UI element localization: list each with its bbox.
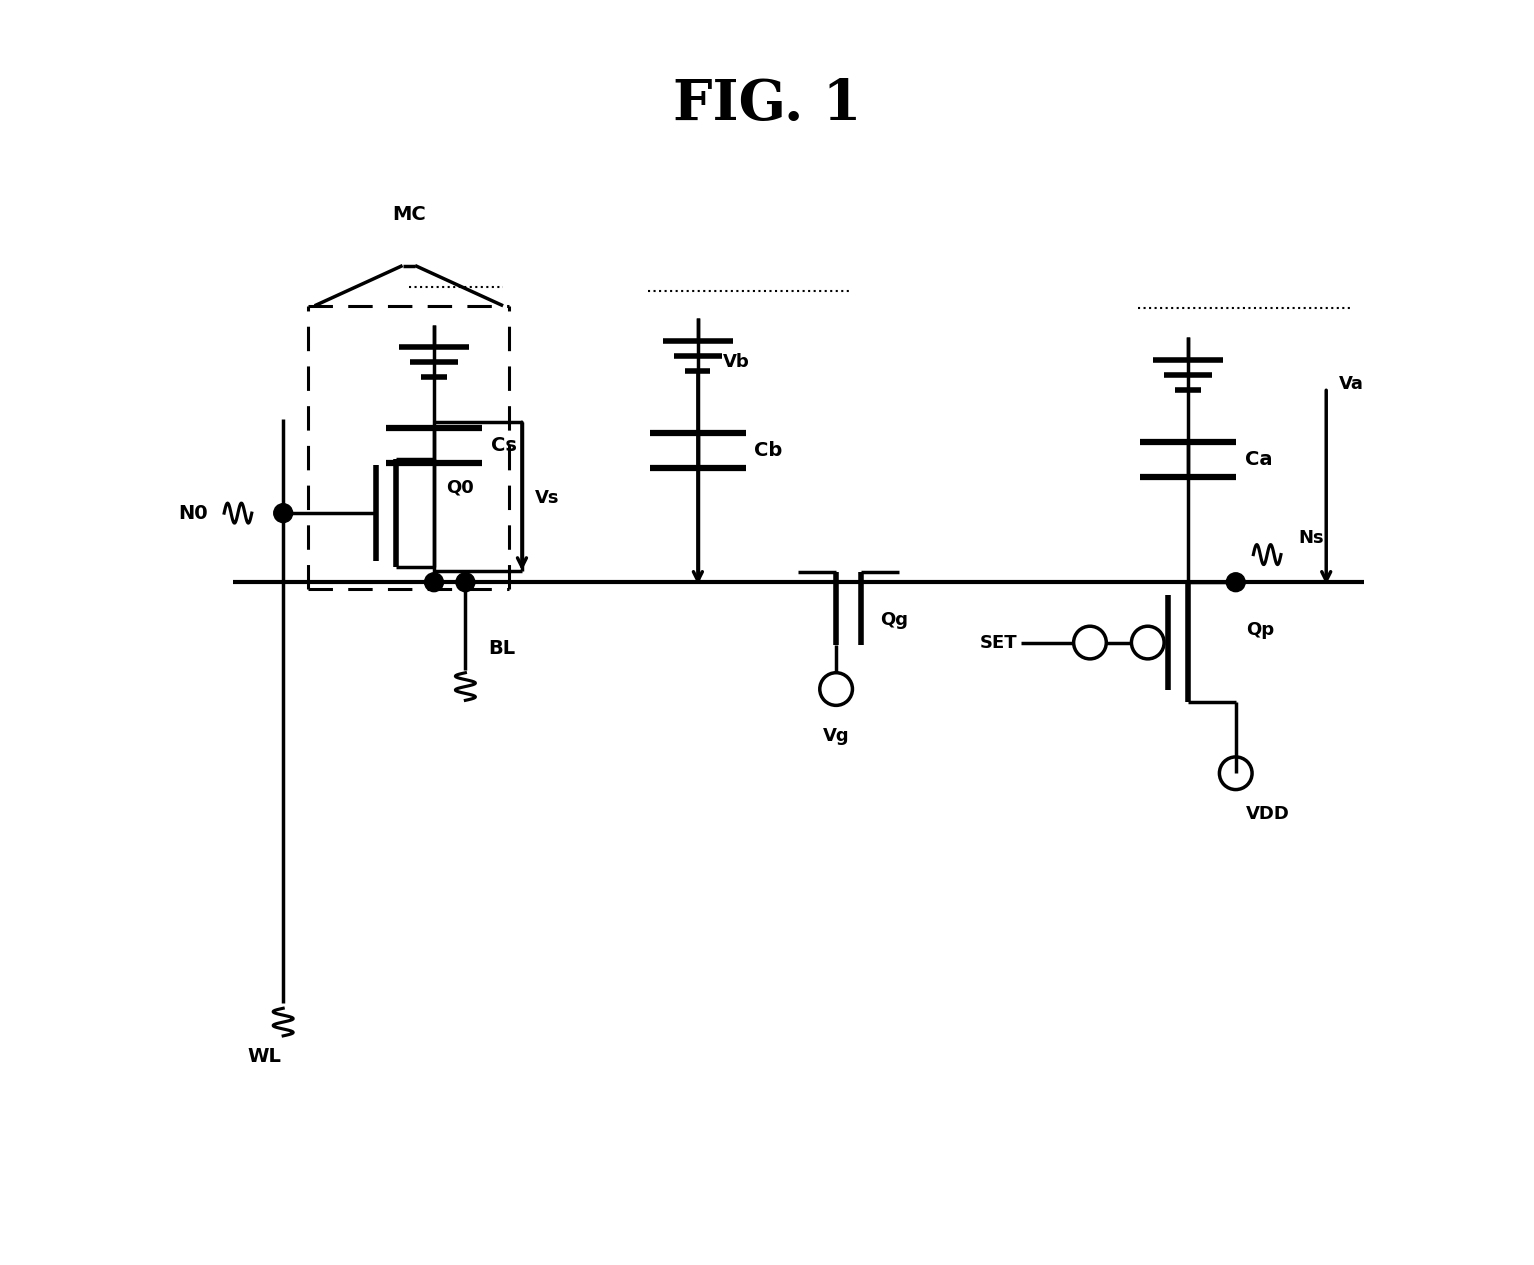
Text: MC: MC (393, 205, 426, 224)
Text: Vs: Vs (534, 488, 558, 507)
Text: Qg: Qg (881, 611, 908, 629)
Text: Va: Va (1339, 376, 1364, 393)
Text: Qp: Qp (1246, 621, 1273, 639)
Text: Cs: Cs (491, 436, 517, 455)
Circle shape (1226, 573, 1246, 592)
Circle shape (456, 573, 476, 592)
Circle shape (425, 573, 443, 592)
Text: Vg: Vg (822, 727, 850, 745)
Text: Ca: Ca (1244, 450, 1272, 469)
Text: Cb: Cb (755, 440, 782, 459)
Text: Q0: Q0 (446, 479, 474, 497)
Circle shape (273, 503, 293, 522)
Text: FIG. 1: FIG. 1 (673, 77, 861, 133)
Text: VDD: VDD (1246, 805, 1290, 822)
Text: N0: N0 (178, 503, 207, 522)
Text: Vb: Vb (723, 353, 750, 372)
Text: BL: BL (488, 639, 515, 658)
Text: Ns: Ns (1299, 529, 1324, 548)
Text: WL: WL (247, 1047, 281, 1066)
Text: SET: SET (979, 634, 1017, 651)
